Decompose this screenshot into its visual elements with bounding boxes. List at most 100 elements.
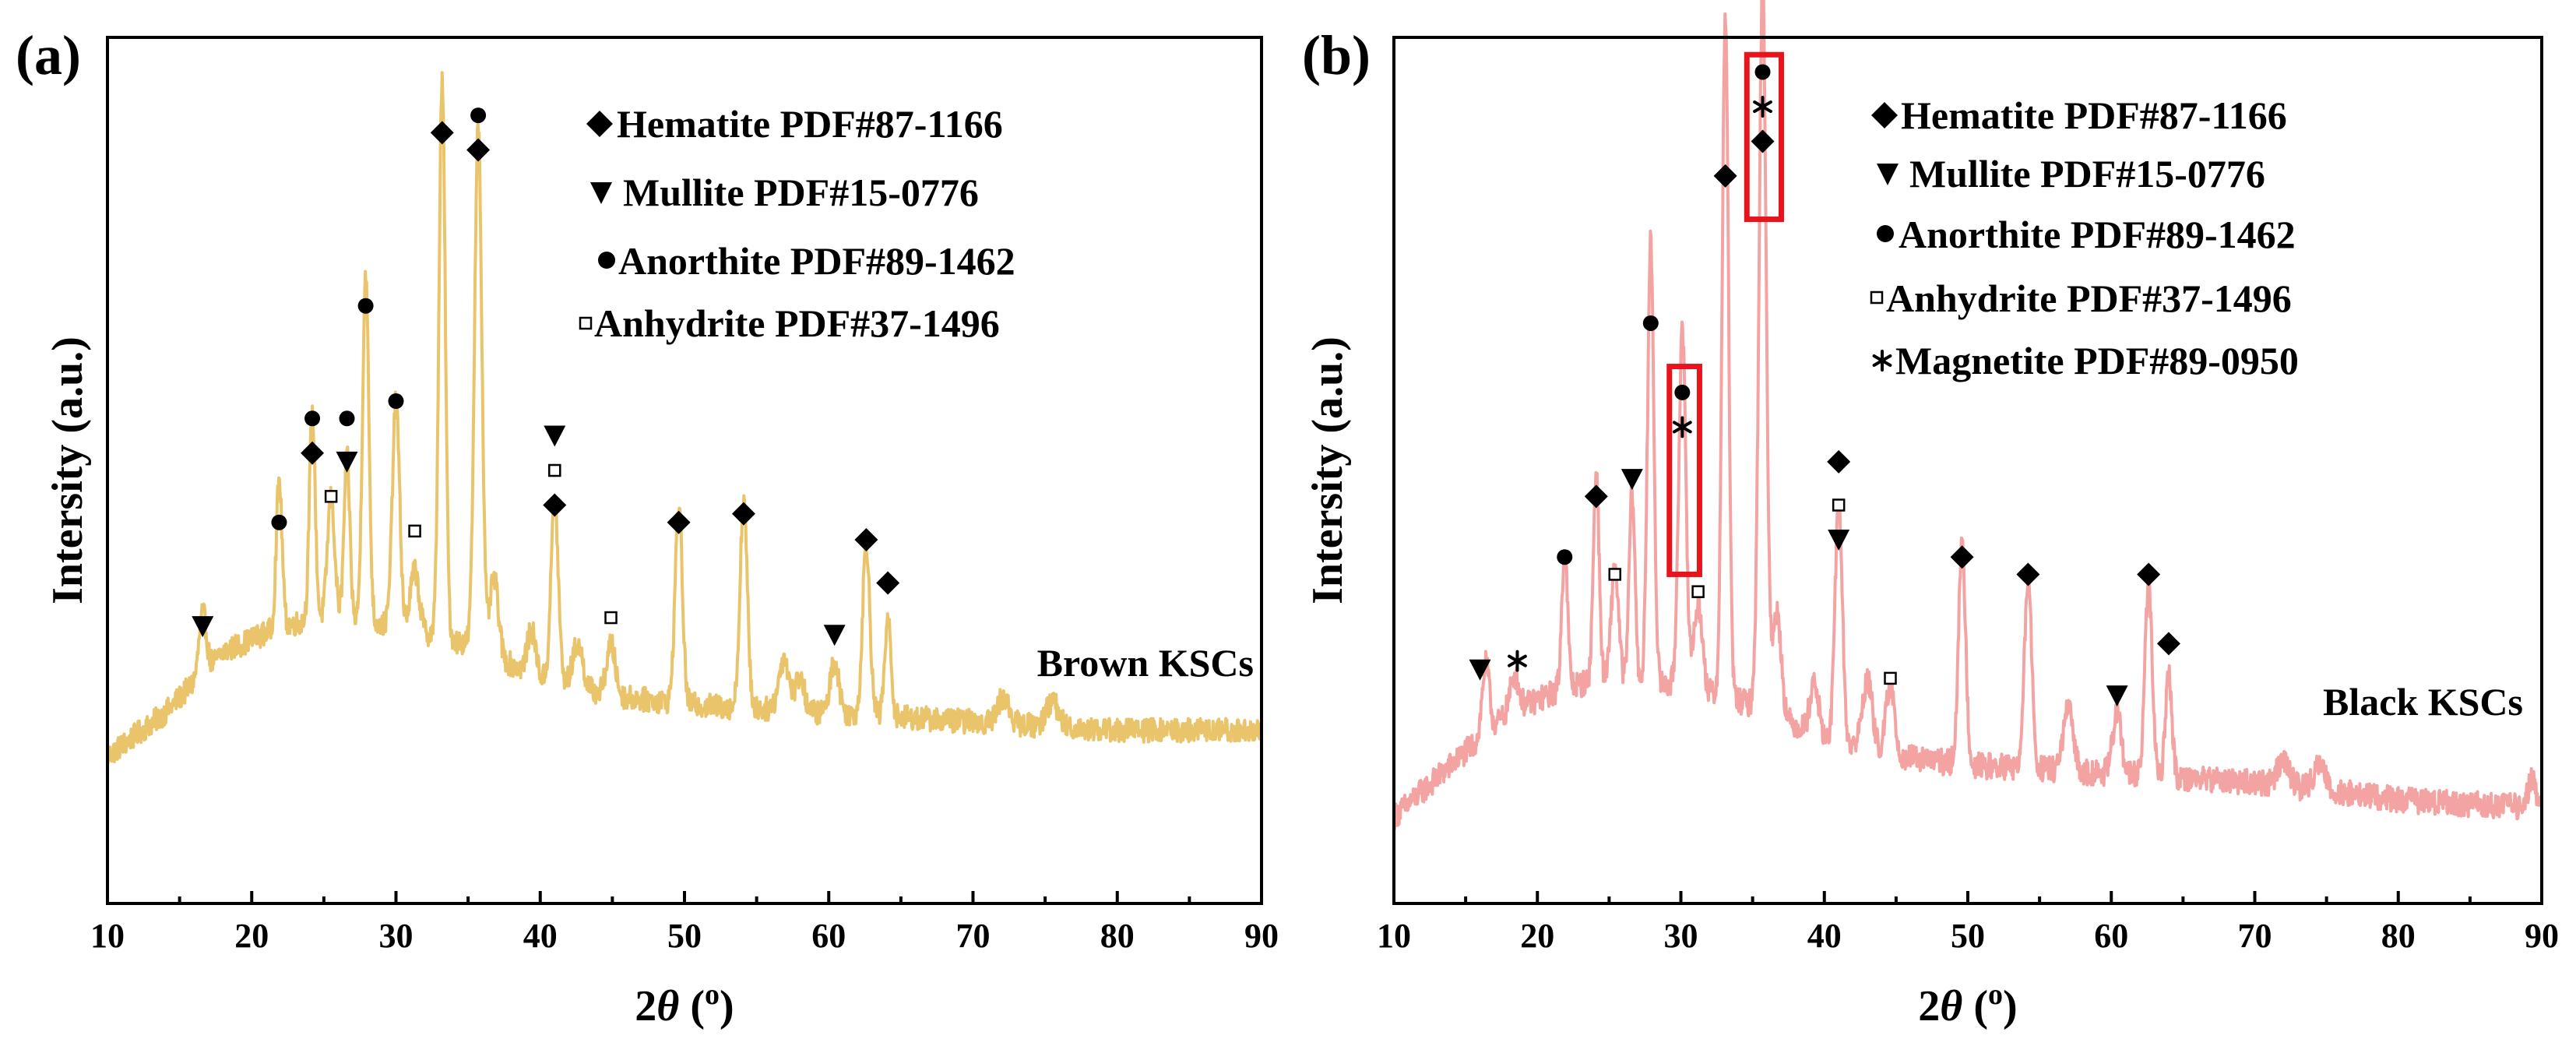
magnetite-marker — [1508, 650, 1527, 672]
mullite-marker — [336, 451, 358, 473]
anorthite-marker — [1754, 64, 1771, 80]
panel-black-kscs: (b) 10 20 30 40 50 60 70 80 90 Intersity (a.u.) … — [1302, 0, 2559, 1030]
mullite-marker — [1469, 659, 1491, 681]
legend-item-mullite: Mullite PDF#15-0776 — [1877, 152, 2265, 195]
circle-icon — [598, 252, 615, 269]
x-tick-label: 60 — [811, 917, 846, 955]
highlight-box — [1744, 51, 1784, 223]
x-tick-label: 80 — [2381, 917, 2416, 955]
mullite-marker — [823, 625, 846, 646]
anhydrite-marker — [548, 463, 561, 477]
legend-item-anorthite: Anorthite PDF#89-1462 — [1877, 213, 2296, 256]
diamond-icon — [586, 111, 613, 137]
x-tick-label: 70 — [956, 917, 991, 955]
legend-label: Anhydrite PDF#37-1496 — [594, 301, 1000, 345]
plot-frame-a — [106, 36, 1263, 905]
highlight-box — [1666, 364, 1702, 577]
mullite-marker — [1621, 469, 1643, 491]
asterisk-icon — [1872, 350, 1892, 372]
anorthite-marker — [357, 298, 374, 314]
legend-item-mullite: Mullite PDF#15-0776 — [590, 171, 979, 214]
anhydrite-marker — [1608, 568, 1621, 581]
anorthite-marker — [339, 410, 355, 427]
anorthite-marker — [470, 107, 487, 124]
hematite-marker — [1827, 449, 1851, 474]
x-tick-label: 80 — [1100, 917, 1135, 955]
x-tick-label: 90 — [1244, 917, 1279, 955]
magnetite-marker — [1753, 95, 1772, 118]
anhydrite-marker — [324, 490, 338, 503]
legend-label: Hematite PDF#87-1166 — [1901, 93, 2287, 137]
anorthite-marker — [1674, 384, 1691, 400]
anhydrite-marker — [1832, 498, 1846, 512]
sample-label-black: Black KSCs — [2323, 680, 2523, 724]
mullite-marker — [2106, 685, 2128, 707]
anhydrite-marker — [1691, 585, 1705, 598]
hematite-marker — [731, 502, 755, 526]
legend-item-hematite: Hematite PDF#87-1166 — [1871, 93, 2287, 137]
hematite-marker — [2156, 632, 2180, 656]
x-axis-label-b: 2θ (o) — [1918, 978, 2017, 1030]
x-tick-label: 20 — [1520, 917, 1554, 955]
x-tick-label: 20 — [234, 917, 269, 955]
x-tick-label: 10 — [1377, 917, 1411, 955]
hematite-marker — [854, 527, 878, 551]
y-axis-label-b: Intersity (a.u.) — [1304, 336, 1352, 604]
triangle-down-icon — [1877, 164, 1899, 185]
legend-item-anhydrite: Anhydrite PDF#37-1496 — [579, 301, 1000, 345]
hematite-marker — [1950, 545, 1974, 569]
hematite-marker — [301, 441, 325, 465]
panel-label-b: (b) — [1302, 24, 1371, 86]
anorthite-marker — [388, 393, 404, 410]
xrd-series-line — [1392, 0, 2543, 831]
x-tick-label: 70 — [2238, 917, 2272, 955]
square-icon — [1870, 291, 1884, 305]
magnetite-marker — [1672, 416, 1692, 438]
legend-item-hematite: Hematite PDF#87-1166 — [586, 102, 1003, 146]
x-tick-label: 50 — [667, 917, 702, 955]
hematite-marker — [430, 121, 454, 145]
x-tick-label: 40 — [523, 917, 558, 955]
hematite-marker — [1713, 164, 1737, 188]
anorthite-marker — [304, 410, 321, 427]
hematite-marker — [1751, 129, 1775, 153]
hematite-marker — [876, 571, 900, 595]
x-tick-label: 10 — [90, 917, 125, 955]
x-tick-label: 60 — [2094, 917, 2128, 955]
anorthite-marker — [1642, 315, 1659, 331]
anhydrite-marker — [1884, 671, 1897, 685]
legend-b: Hematite PDF#87-1166 Mullite PDF#15-0776… — [1870, 93, 2299, 382]
panel-brown-kscs: (a) 10 20 30 40 50 60 70 80 90 Intersity (a.u.) … — [16, 24, 1279, 1030]
legend-a: Hematite PDF#87-1166 Mullite PDF#15-0776… — [579, 102, 1015, 345]
legend-item-anhydrite: Anhydrite PDF#37-1496 — [1870, 276, 2292, 320]
hematite-marker — [667, 510, 691, 534]
x-tick-label: 40 — [1807, 917, 1842, 955]
anorthite-marker — [271, 514, 287, 530]
x-tick-label: 50 — [1951, 917, 1985, 955]
legend-label: Hematite PDF#87-1166 — [617, 102, 1003, 146]
x-axis-label-a: 2θ (o) — [635, 978, 734, 1030]
panel-label-a: (a) — [16, 24, 81, 86]
anhydrite-marker — [604, 611, 618, 625]
legend-item-anorthite: Anorthite PDF#89-1462 — [598, 239, 1015, 283]
square-icon — [579, 316, 593, 330]
x-tick-label: 90 — [2525, 917, 2559, 955]
sample-label-brown: Brown KSCs — [1037, 641, 1254, 685]
legend-label: Magnetite PDF#89-0950 — [1895, 339, 2299, 382]
triangle-down-icon — [590, 182, 612, 204]
legend-label: Anhydrite PDF#37-1496 — [1886, 276, 2292, 320]
mullite-marker — [544, 425, 566, 447]
hematite-marker — [2016, 562, 2040, 586]
legend-label: Anorthite PDF#89-1462 — [618, 239, 1015, 283]
hematite-marker — [543, 493, 567, 517]
hematite-marker — [2137, 562, 2161, 586]
circle-icon — [1877, 225, 1894, 242]
legend-label: Mullite PDF#15-0776 — [1909, 152, 2265, 195]
x-tick-label: 30 — [379, 917, 413, 955]
x-tick-label: 30 — [1664, 917, 1698, 955]
anorthite-marker — [1557, 549, 1573, 565]
legend-item-magnetite: Magnetite PDF#89-0950 — [1872, 339, 2299, 382]
mullite-marker — [1828, 529, 1850, 551]
diamond-icon — [1871, 102, 1898, 129]
